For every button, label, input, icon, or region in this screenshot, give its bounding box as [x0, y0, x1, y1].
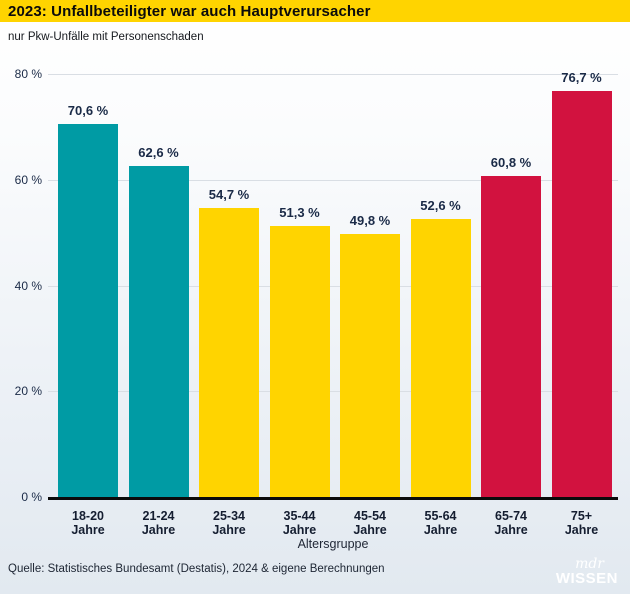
gridline-80 [48, 74, 618, 75]
x-tick-label: 65-74 Jahre [494, 509, 528, 537]
bar-65-74 [481, 175, 541, 497]
bar-value-label: 54,7 % [208, 186, 250, 202]
chart-subtitle: nur Pkw-Unfälle mit Personenschaden [8, 31, 204, 43]
title-bar: 2023: Unfallbeteiligter war auch Hauptve… [0, 0, 630, 22]
y-tick-label: 60 % [14, 172, 42, 187]
bar-25-34 [199, 207, 259, 497]
bar-value-label: 62,6 % [138, 145, 179, 160]
bar-value-label: 70,6 % [67, 102, 109, 118]
bar-75+ [551, 91, 612, 497]
bar-value-label: 60,8 % [490, 154, 532, 170]
x-tick-label: 21-24 Jahre [141, 509, 176, 537]
x-tick-label: 55-64 Jahre [423, 509, 458, 537]
gridline-60 [48, 179, 618, 181]
mdr-wissen-logo: mdr WISSEN [555, 556, 618, 587]
bar-value-label: 49,8 % [349, 212, 391, 228]
bar-21-24 [128, 166, 189, 497]
y-tick-label: 40 % [14, 278, 42, 293]
bar-value-label: 51,3 % [279, 204, 320, 220]
chart-title: 2023: Unfallbeteiligter war auch Hauptve… [8, 2, 371, 20]
x-tick-label: 25-34 Jahre [212, 509, 246, 537]
bar-35-44 [269, 225, 330, 497]
bar-value-label: 76,7 % [561, 70, 602, 86]
x-tick-label: 75+ Jahre [564, 509, 599, 537]
bar-value-label: 52,6 % [420, 197, 461, 213]
gridline-20 [48, 391, 618, 393]
x-axis-line [48, 496, 618, 500]
y-tick-label: 20 % [14, 384, 42, 399]
bar-45-54 [340, 233, 400, 497]
y-tick-label: 0 % [21, 490, 42, 504]
wissen-logo-text: WISSEN [555, 570, 618, 587]
x-tick-label: 45-54 Jahre [353, 509, 387, 537]
y-tick-label: 80 % [14, 67, 42, 81]
x-tick-label: 18-20 Jahre [71, 509, 105, 537]
x-tick-label: 35-44 Jahre [282, 509, 317, 537]
bar-55-64 [410, 218, 471, 497]
x-axis-title: Altersgruppe [297, 537, 369, 551]
mdr-logo-text: mdr [575, 556, 604, 572]
bar-18-20 [58, 123, 118, 497]
source-note: Quelle: Statistisches Bundesamt (Destati… [8, 563, 385, 575]
gridline-40 [48, 285, 618, 287]
